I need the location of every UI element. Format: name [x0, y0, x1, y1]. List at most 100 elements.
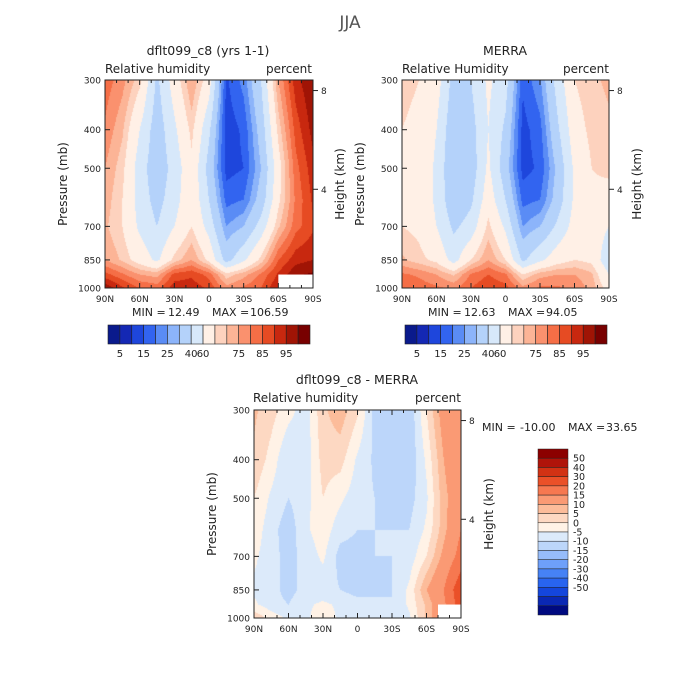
panel-merra: MERRA Relative Humidity percent 90N 60N 30… [353, 43, 644, 360]
panel-model-variable: Relative humidity [105, 62, 210, 76]
panel-difference-xtick-label: 60N [279, 625, 297, 635]
panel-model-colorbar-swatch [107, 324, 121, 345]
panel-difference-ytick-label: 500 [233, 495, 250, 505]
panel-difference: dflt099_c8 - MERRA Relative humidity per… [205, 372, 638, 635]
panel-difference-colorbar-swatch [537, 587, 569, 597]
panel-merra-xtick-label: 30N [462, 295, 480, 305]
panel-merra-xtick-label: 90S [600, 295, 617, 305]
panel-merra-colorbar-swatch [452, 324, 465, 345]
panel-difference-title: dflt099_c8 - MERRA [296, 372, 419, 387]
panel-model-min-value: 12.49 [168, 306, 200, 319]
panel-difference-min-label: MIN = [482, 421, 516, 434]
field-difference-missing-region [438, 604, 461, 618]
panel-merra-colorbar-swatch [404, 324, 418, 345]
panel-difference-ytick-label: 400 [233, 456, 250, 466]
panel-difference-colorbar-swatch [537, 596, 569, 607]
panel-difference-colorbar-label: 30 [573, 472, 585, 483]
panel-model-colorbar-swatch [131, 324, 144, 345]
panel-difference-colorbar-swatch [537, 540, 569, 551]
panel-difference-colorbar-swatch [537, 531, 569, 542]
panel-merra-colorbar-label: 75 [529, 349, 542, 360]
panel-model-colorbar: 5 15 25 40 60 75 85 95 [107, 324, 311, 360]
panel-merra-ytick-label: 700 [381, 223, 398, 233]
panel-difference-field [254, 410, 461, 618]
panel-model-colorbar-swatch [274, 324, 287, 345]
panel-model-xtick-label: 90S [304, 295, 321, 305]
panel-difference-colorbar-swatch [537, 550, 569, 560]
panel-model-xtick-label: 30S [235, 295, 252, 305]
panel-merra-ylabel: Pressure (mb) [353, 142, 367, 226]
panel-merra-height-tick-label: 4 [617, 186, 623, 196]
panel-merra-xtick-label: 30S [531, 295, 548, 305]
panel-difference-colorbar-label: 40 [573, 463, 585, 474]
panel-merra-colorbar-swatch [559, 324, 572, 345]
panel-difference-ytick-label: 850 [233, 586, 250, 596]
panel-difference-units: percent [415, 391, 461, 405]
panel-model-colorbar-swatch [297, 324, 311, 345]
panel-model-colorbar-label: 85 [256, 349, 269, 360]
panel-model-ytick-label: 300 [84, 77, 101, 87]
panel-difference-colorbar-label: -30 [573, 564, 589, 575]
panel-merra-colorbar-label: 25 [458, 349, 471, 360]
panel-merra-colorbar-swatch [475, 324, 489, 345]
panel-merra-colorbar-label: 85 [553, 349, 566, 360]
panel-difference-xtick-label: 90S [452, 625, 469, 635]
panel-difference-ytick-label: 1000 [227, 615, 250, 625]
panel-model-axes: 90N 60N 30N 0 30S 60S 90S 300 400 500 700 850 1000 8 4 [78, 77, 327, 306]
field-merra-image [402, 80, 609, 288]
panel-merra-ytick-label: 400 [381, 126, 398, 136]
panel-model: dflt099_c8 (yrs 1-1) Relative humidity p… [56, 43, 347, 360]
panel-merra-colorbar-swatch [464, 324, 477, 345]
panel-model-ytick-label: 1000 [78, 285, 101, 295]
panel-difference-ytick-label: 300 [233, 407, 250, 417]
panel-merra-units: percent [563, 62, 609, 76]
panel-difference-colorbar-swatch [537, 568, 569, 579]
panel-difference-min-value: -10.00 [520, 421, 555, 434]
panel-difference-colorbar-label: 15 [573, 491, 585, 502]
panel-difference-colorbar-swatch [537, 504, 569, 514]
panel-model-xtick-label: 60N [131, 295, 149, 305]
panel-merra-max-label: MAX = [508, 306, 545, 319]
panel-difference-colorbar-label: -5 [573, 528, 582, 539]
panel-model-height-tick-label: 4 [321, 186, 327, 196]
panel-model-colorbar-swatch [143, 324, 156, 345]
panel-merra-xtick-label: 60S [566, 295, 583, 305]
panel-model-units: percent [266, 62, 312, 76]
panel-model-height-tick-label: 8 [321, 87, 327, 97]
panel-model-colorbar-swatch [155, 324, 168, 345]
panel-merra-variable: Relative Humidity [402, 62, 509, 76]
panel-model-ytick-label: 700 [84, 223, 101, 233]
panel-model-ytick-label: 850 [84, 256, 101, 266]
panel-merra-title: MERRA [483, 43, 528, 58]
panel-model-colorbar-label: 5 [117, 349, 123, 360]
panel-merra-colorbar-swatch [440, 324, 453, 345]
panel-model-ytick-label: 500 [84, 165, 101, 175]
panel-merra-min-label: MIN = [428, 306, 462, 319]
panel-difference-height-tick-label: 8 [469, 417, 475, 427]
panel-merra-colorbar-swatch [499, 324, 513, 345]
panel-model-ylabel: Pressure (mb) [56, 142, 70, 226]
panel-merra-colorbar-swatch [416, 324, 430, 345]
panel-difference-colorbar-swatch [537, 476, 569, 487]
panel-merra-axes: 90N 60N 30N 0 30S 60S 90S 300 400 500 700 850 1000 8 4 [375, 77, 623, 306]
panel-model-colorbar-swatch [238, 324, 251, 345]
panel-model-colorbar-swatch [167, 324, 180, 345]
panel-difference-height-tick-label: 4 [469, 516, 475, 526]
panel-difference-max-label: MAX = [568, 421, 605, 434]
panel-difference-colorbar-swatch [537, 448, 569, 459]
panel-model-field [105, 80, 313, 288]
panel-difference-ytick-label: 700 [233, 553, 250, 563]
panel-model-colorbar-swatch [214, 324, 228, 345]
panel-difference-colorbar-swatch [537, 485, 569, 496]
panel-merra-colorbar-swatch [487, 324, 501, 345]
panel-difference-colorbar-label: -20 [573, 555, 589, 566]
panel-model-colorbar-label: 95 [280, 349, 293, 360]
panel-difference-xtick-label: 30N [314, 625, 332, 635]
panel-merra-field [402, 80, 609, 288]
panel-difference-colorbar-swatch [537, 605, 569, 616]
panel-difference-colorbar-swatch [537, 467, 569, 477]
panel-difference-colorbar-swatch [537, 494, 569, 505]
panel-merra-ylabel-right: Height (km) [630, 148, 644, 219]
panel-model-colorbar-swatch [202, 324, 216, 345]
